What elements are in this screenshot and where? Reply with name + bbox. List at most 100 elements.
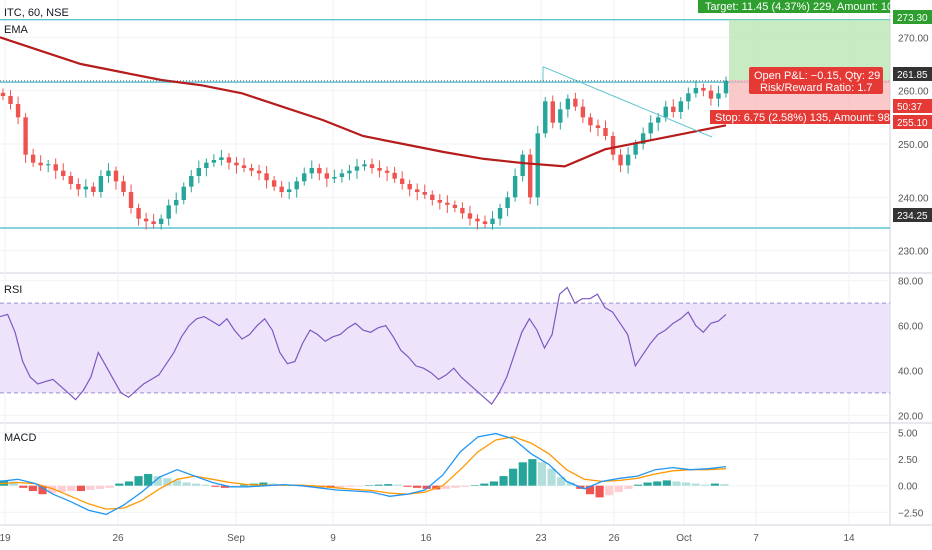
macd-histogram-bar	[336, 485, 345, 488]
macd-histogram-bar	[76, 485, 86, 492]
price-tag	[893, 10, 932, 24]
candle-body	[648, 122, 653, 134]
time-axis-label: 7	[753, 533, 759, 544]
price-axis-label: 270.00	[898, 33, 929, 44]
candle-body	[256, 170, 262, 174]
macd-histogram-bar	[124, 481, 134, 486]
candle-body	[392, 172, 397, 179]
macd-histogram-bar	[67, 485, 76, 492]
macd-histogram-bar	[240, 484, 249, 486]
macd-histogram-bar	[470, 485, 479, 486]
candle-body	[588, 117, 593, 126]
candle-body	[61, 170, 66, 176]
target-label-bg	[698, 0, 890, 13]
macd-histogram-bar	[653, 481, 662, 486]
macd-histogram-bar	[566, 482, 575, 486]
macd-histogram-bar	[451, 485, 460, 488]
macd-histogram-bar	[96, 485, 105, 489]
candle-body	[580, 106, 586, 118]
macd-histogram-bar	[672, 481, 681, 486]
macd-pane[interactable]	[0, 432, 729, 516]
long-position-tool[interactable]: Target: 11.45 (4.37%) 229, Amount: 10 Ope…	[698, 0, 893, 124]
candle-body	[317, 168, 322, 174]
candle-body	[181, 186, 186, 200]
candle-body	[249, 168, 254, 171]
candle-body	[505, 197, 510, 208]
macd-histogram-bar	[19, 485, 28, 488]
price-tag	[893, 99, 932, 113]
macd-histogram-bar	[413, 485, 422, 488]
macd-histogram-bar	[595, 485, 604, 498]
price-axis[interactable]: 230.00 240.00 250.00 260.00 270.00 20.00 40.00…	[898, 33, 929, 519]
price-axis-label: 240.00	[898, 193, 929, 204]
candle-body	[204, 162, 209, 168]
candle-body	[143, 218, 149, 222]
candle-body	[91, 186, 96, 192]
macd-histogram-bar	[662, 480, 671, 486]
price-axis-label: 80.00	[898, 277, 923, 288]
pnl-label-bg	[749, 67, 883, 94]
macd-histogram-bar	[28, 485, 37, 492]
macd-histogram-bar	[220, 485, 230, 488]
candle-body	[543, 101, 548, 134]
candle-body	[482, 221, 488, 224]
candle-body	[415, 189, 420, 192]
macd-histogram-bar	[182, 482, 191, 486]
candle-body	[603, 128, 608, 136]
macd-legend[interactable]: MACD	[4, 432, 36, 444]
time-axis-label: 19	[0, 533, 11, 544]
candle-body	[53, 164, 58, 171]
candle-body	[166, 205, 171, 219]
candle-body	[302, 173, 307, 182]
candle-body	[264, 173, 269, 181]
macd-histogram-bar	[115, 483, 124, 486]
candle-body	[113, 170, 119, 182]
price-axis-label: 40.00	[898, 366, 923, 377]
price-tag-label: 255.10	[897, 118, 928, 129]
price-tag-label: 273.30	[897, 13, 928, 24]
rsi-line	[0, 286, 727, 406]
candle-body	[354, 166, 360, 171]
candle-body	[384, 170, 390, 173]
candle-body	[723, 80, 729, 94]
macd-histogram-bar	[355, 485, 364, 487]
candle-body	[0, 92, 6, 96]
ema-line	[0, 36, 727, 168]
price-tag	[893, 115, 932, 129]
macd-histogram-bar	[643, 482, 652, 486]
price-axis-label: 0.00	[898, 482, 918, 493]
macd-histogram-bar	[480, 483, 489, 486]
macd-histogram-bar	[134, 476, 143, 486]
candle-body	[520, 154, 525, 176]
macd-histogram-bar	[441, 485, 451, 489]
candle-body	[475, 218, 480, 222]
macd-histogram-bar	[365, 485, 374, 486]
candle-body	[68, 176, 73, 184]
rsi-pane[interactable]	[0, 286, 890, 406]
price-axis-label: 260.00	[898, 87, 929, 98]
symbol-title[interactable]: ITC, 60, NSE	[4, 7, 69, 19]
macd-histogram-bar	[499, 476, 508, 486]
candle-body	[362, 164, 367, 167]
candle-body	[8, 96, 13, 104]
macd-histogram-bar	[345, 485, 354, 487]
macd-histogram-bar	[537, 462, 547, 486]
price-axis-label: 2.50	[898, 455, 918, 466]
candle-body	[565, 98, 571, 110]
time-axis-label: Oct	[676, 533, 692, 544]
candle-body	[701, 88, 706, 91]
candle-body	[399, 178, 405, 184]
candle-body	[369, 164, 375, 168]
candle-body	[656, 117, 661, 123]
pnl-label: Open P&L: −0.15, Qty: 29	[754, 70, 880, 82]
candle-body	[38, 162, 43, 166]
candle-body	[686, 93, 691, 102]
time-axis[interactable]: 19 26 Sep 9 16 23 26 Oct 7 14	[0, 533, 855, 544]
candle-body	[377, 168, 382, 171]
ema-legend[interactable]: EMA	[4, 24, 29, 36]
rsi-legend[interactable]: RSI	[4, 284, 22, 296]
price-axis-label: 250.00	[898, 140, 929, 151]
macd-histogram-bar	[633, 484, 643, 486]
macd-histogram-bar	[105, 485, 114, 488]
